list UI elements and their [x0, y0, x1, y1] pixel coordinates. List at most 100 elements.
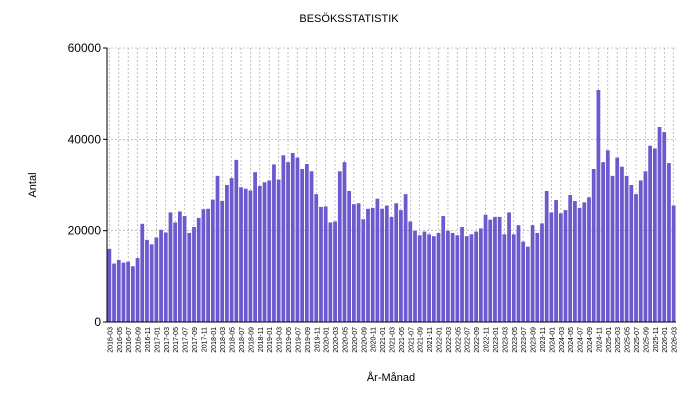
- bar: [417, 235, 422, 322]
- bar: [168, 212, 173, 322]
- y-tick-label: 40000: [68, 132, 102, 146]
- x-tick-label: 2018-03: [220, 327, 227, 353]
- x-tick-label: 2018-01: [211, 327, 218, 353]
- bar: [295, 157, 300, 322]
- bar: [483, 214, 488, 322]
- bar: [544, 190, 549, 322]
- bar: [356, 203, 361, 322]
- x-tick-label: 2022-07: [465, 327, 472, 353]
- bar: [309, 171, 314, 322]
- x-tick-label: 2025-07: [634, 327, 641, 353]
- x-tick-label: 2016-11: [145, 327, 152, 352]
- x-tick-label: 2022-11: [484, 327, 491, 352]
- bar: [314, 194, 319, 322]
- bar: [389, 216, 394, 322]
- x-tick-label: 2021-11: [427, 327, 434, 352]
- x-tick-label: 2016-07: [126, 327, 133, 353]
- bar: [634, 194, 638, 322]
- bar: [507, 212, 511, 322]
- bar: [323, 206, 328, 322]
- bar: [638, 180, 643, 322]
- bar: [671, 205, 676, 322]
- x-tick-label: 2025-05: [625, 327, 632, 353]
- bar: [413, 230, 417, 322]
- bar: [605, 150, 610, 322]
- bar: [135, 258, 140, 322]
- bar: [243, 188, 248, 322]
- bar: [408, 221, 413, 322]
- bar: [540, 223, 544, 322]
- bar: [573, 200, 577, 322]
- bar: [478, 228, 483, 322]
- x-tick-label: 2025-03: [615, 327, 622, 353]
- bar: [488, 219, 493, 322]
- bar: [178, 211, 182, 322]
- bar: [347, 190, 352, 322]
- bar: [182, 216, 187, 322]
- chart-title: BESÖKSSTATISTIK: [299, 13, 399, 25]
- bar: [215, 175, 220, 322]
- x-tick-label: 2023-01: [493, 327, 500, 353]
- x-tick-label: 2018-09: [248, 327, 255, 353]
- x-tick-label: 2018-07: [239, 327, 246, 353]
- x-tick-label: 2016-09: [136, 327, 143, 353]
- x-tick-label: 2017-05: [173, 327, 180, 353]
- bar: [427, 234, 432, 322]
- bar: [229, 178, 234, 322]
- x-tick-label: 2019-01: [267, 327, 274, 353]
- bar: [196, 217, 201, 322]
- bar: [450, 232, 455, 322]
- bar: [286, 162, 290, 322]
- bar: [582, 202, 587, 322]
- bar: [248, 190, 253, 322]
- bar: [300, 169, 305, 322]
- bar: [624, 175, 629, 322]
- bar: [474, 231, 479, 322]
- bar: [431, 236, 436, 322]
- x-tick-label: 2023-03: [502, 327, 509, 353]
- x-tick-label: 2020-05: [342, 327, 349, 353]
- x-tick-label: 2018-11: [258, 327, 265, 352]
- bar: [511, 234, 516, 322]
- bar: [652, 148, 657, 322]
- bar: [159, 229, 163, 322]
- y-axis-label: Antal: [27, 172, 39, 197]
- x-tick-label: 2020-07: [352, 327, 359, 353]
- x-tick-label: 2023-09: [531, 327, 538, 353]
- y-tick-label: 0: [94, 315, 101, 329]
- bar: [116, 259, 121, 322]
- bar: [403, 194, 408, 322]
- bar: [657, 127, 662, 323]
- bar: [225, 185, 229, 322]
- bar: [394, 203, 399, 322]
- bar: [173, 222, 178, 322]
- bar: [304, 163, 309, 322]
- bar: [130, 266, 135, 322]
- bar: [399, 210, 403, 322]
- x-tick-label: 2019-09: [305, 327, 312, 353]
- bar: [530, 225, 535, 322]
- x-tick-label: 2023-11: [540, 327, 547, 352]
- bar: [276, 179, 281, 322]
- bar: [361, 219, 366, 322]
- bar: [140, 223, 145, 322]
- bar: [281, 155, 286, 322]
- bar: [568, 195, 573, 322]
- x-tick-label: 2019-03: [277, 327, 284, 353]
- bar: [121, 262, 126, 322]
- bar: [342, 162, 347, 322]
- bar: [662, 132, 667, 322]
- bar: [253, 172, 258, 322]
- x-tick-label: 2017-01: [154, 327, 161, 353]
- x-tick-label: 2017-07: [183, 327, 190, 353]
- bar: [192, 227, 196, 322]
- x-tick-label: 2025-09: [643, 327, 650, 353]
- x-tick-label: 2016-05: [117, 327, 124, 353]
- x-tick-label: 2017-03: [164, 327, 171, 353]
- bar: [667, 163, 671, 322]
- bar: [648, 145, 653, 322]
- bar: [591, 169, 596, 322]
- bar: [149, 244, 154, 322]
- x-tick-label: 2022-01: [437, 327, 444, 353]
